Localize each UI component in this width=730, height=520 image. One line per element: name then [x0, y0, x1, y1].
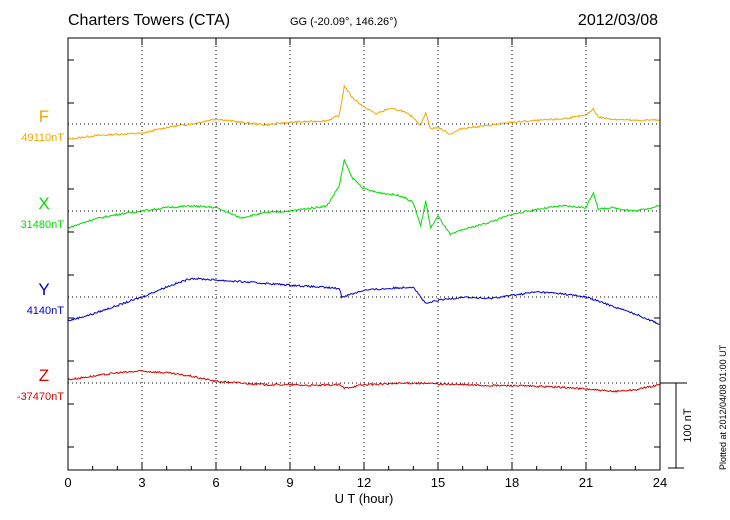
station-title: Charters Towers (CTA): [68, 12, 231, 29]
series-baseline-z: -37470nT: [17, 391, 64, 403]
series-labels: F 49110nT X 31480nT Y 4140nT Z -37470nT: [17, 107, 64, 403]
series-name-f: F: [39, 107, 49, 126]
station-coordinates: GG (-20.09°, 146.26°): [290, 16, 398, 28]
x-axis-label: U T (hour): [335, 491, 394, 506]
series-name-y: Y: [38, 280, 49, 299]
scale-bar-label: 100 nT: [682, 408, 694, 443]
x-tick-label: 15: [431, 475, 445, 490]
x-tick-label: 21: [579, 475, 593, 490]
x-tick-label: 12: [357, 475, 371, 490]
series-line-x: [67, 159, 661, 236]
series-traces: [67, 85, 661, 393]
grid-lines: [68, 38, 660, 470]
series-name-x: X: [38, 194, 49, 213]
plotted-note: Plotted at 2012/04/08 01:00 UT: [718, 344, 728, 470]
chart-date: 2012/03/08: [577, 12, 658, 29]
series-line-z: [67, 369, 661, 393]
series-baseline-f: 49110nT: [21, 132, 64, 144]
series-line-f: [67, 85, 661, 141]
x-tick-label: 9: [286, 475, 293, 490]
series-baseline-x: 31480nT: [21, 219, 65, 231]
series-line-y: [67, 277, 661, 325]
axis-ticks: 0 3 6 9 12 15 18 21 24: [64, 38, 667, 490]
x-tick-label: 24: [653, 475, 667, 490]
x-tick-label: 18: [505, 475, 519, 490]
series-baseline-y: 4140nT: [27, 305, 65, 317]
series-name-z: Z: [39, 366, 49, 385]
x-tick-label: 0: [64, 475, 71, 490]
scale-bar: 100 nT: [660, 382, 694, 469]
x-tick-label: 6: [212, 475, 219, 490]
x-tick-label: 3: [138, 475, 145, 490]
